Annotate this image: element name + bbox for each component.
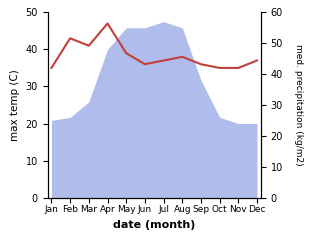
X-axis label: date (month): date (month) [113,220,196,230]
Y-axis label: med. precipitation (kg/m2): med. precipitation (kg/m2) [294,44,303,166]
Y-axis label: max temp (C): max temp (C) [10,69,20,141]
